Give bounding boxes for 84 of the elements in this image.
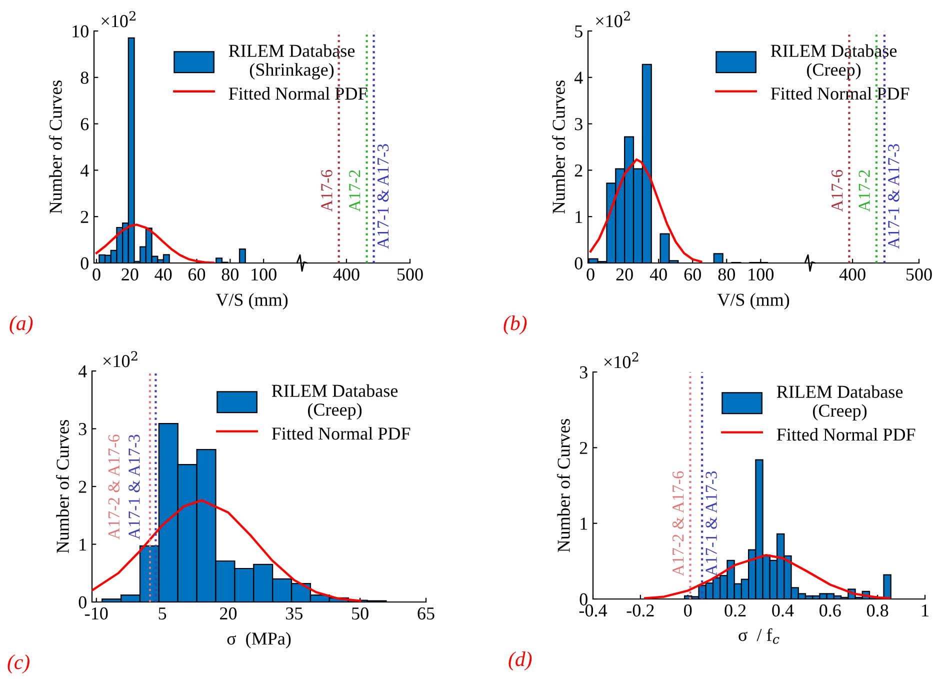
x-tick-label: 60 xyxy=(188,268,206,281)
text: (c) xyxy=(8,654,30,674)
x-tick-label: 80 xyxy=(222,268,238,281)
y-axis-title: Number of Curves xyxy=(552,80,565,214)
y-tick-label: 1 xyxy=(80,538,86,551)
x-tick-label: 1 xyxy=(922,604,928,616)
ref-line-label: A17-2 xyxy=(858,170,870,212)
x-tick-label: 20 xyxy=(220,607,237,620)
legend-label: Fitted Normal PDF xyxy=(770,86,910,100)
legend-label: RILEM Database (Creep) xyxy=(776,385,903,420)
x-axis-title: V/S (mm) xyxy=(216,293,288,310)
x-tick-label: 0 xyxy=(684,604,692,617)
x-tick-label: 35 xyxy=(286,607,302,620)
y-axis-title: Number of Curves xyxy=(56,420,69,554)
x-tick-label: 65 xyxy=(418,607,434,620)
text: (b) xyxy=(504,316,527,334)
x-tick-label: 50 xyxy=(352,607,368,620)
x-tick-label: 400 xyxy=(839,268,866,281)
ref-line-label: A17-2 & A17-6 xyxy=(672,471,684,576)
x-tick-label: 0.6 xyxy=(820,604,841,617)
y-tick-label: 5 xyxy=(575,25,582,38)
y-tick-label: 2 xyxy=(580,442,588,454)
y-tick-label: 0 xyxy=(78,596,86,608)
x-axis-title: σ / f$_{c}$ xyxy=(738,628,780,644)
text: ×10$^{2}$ xyxy=(596,11,630,28)
y-tick-label: 2 xyxy=(80,210,88,223)
x-tick-label: 40 xyxy=(154,268,172,281)
y-axis-title: Number of Curves xyxy=(557,418,570,552)
y-tick-label: 1 xyxy=(580,518,588,530)
y-axis-title: Number of Curves xyxy=(48,80,62,214)
text: ×10$^{2}$ xyxy=(102,11,136,28)
text: (a) xyxy=(10,316,33,334)
x-tick-label: 100 xyxy=(252,268,276,281)
x-tick-label: 0 xyxy=(92,268,100,281)
text: ×10$^{2}$ xyxy=(604,352,638,368)
y-tick-label: 1 xyxy=(576,210,582,223)
ref-line-label: A17-6 xyxy=(832,170,843,212)
ref-line-label: A17-1 & A17-3 xyxy=(888,144,900,249)
x-tick-label: 100 xyxy=(748,268,774,281)
y-tick-label: 0 xyxy=(80,257,88,270)
y-tick-label: 4 xyxy=(78,365,87,378)
x-tick-label: 0.8 xyxy=(866,604,888,617)
x-axis-title: V/S (mm) xyxy=(717,293,790,310)
ref-line-label: A17-1 & A17-3 xyxy=(128,434,140,540)
y-tick-label: 3 xyxy=(574,118,582,130)
y-tick-label: 3 xyxy=(580,366,588,378)
x-tick-label: 500 xyxy=(398,268,423,281)
y-tick-label: 8 xyxy=(80,72,88,84)
y-tick-label: 2 xyxy=(574,164,582,176)
ref-line-label: A17-1 & A17-3 xyxy=(706,471,717,576)
y-tick-label: 6 xyxy=(80,118,89,130)
ref-line-label: A17-2 & A17-6 xyxy=(108,434,120,540)
legend-label: Fitted Normal PDF xyxy=(272,426,410,440)
ref-line-label: A17-1 & A17-3 xyxy=(377,144,389,249)
legend-label: RILEM Database (Shrinkage) xyxy=(228,44,355,80)
x-tick-label: -10 xyxy=(85,607,108,620)
y-tick-label: 0 xyxy=(574,257,582,270)
legend-label: RILEM Database (Creep) xyxy=(272,384,398,420)
x-tick-label: 40 xyxy=(650,268,667,281)
ref-line-label: A17-2 xyxy=(349,170,360,212)
legend-label: Fitted Normal PDF xyxy=(776,428,916,441)
x-tick-label: -0.4 xyxy=(579,604,608,617)
y-tick-label: 10 xyxy=(72,25,88,38)
y-tick-label: 0 xyxy=(580,593,588,606)
legend-label: RILEM Database (Creep) xyxy=(770,44,897,80)
y-tick-label: 3 xyxy=(78,423,86,436)
x-axis-title: σ (MPa) xyxy=(227,632,291,648)
y-tick-label: 2 xyxy=(78,480,86,493)
x-tick-label: 20 xyxy=(122,268,138,281)
x-tick-label: 400 xyxy=(333,268,360,281)
text: ×10$^{2}$ xyxy=(103,351,138,368)
x-tick-label: 60 xyxy=(684,268,701,281)
x-tick-label: 0.4 xyxy=(772,604,794,617)
ref-line-label: A17-6 xyxy=(321,170,332,212)
x-tick-label: 5 xyxy=(158,608,166,620)
text: (d) xyxy=(508,652,532,670)
x-tick-label: 500 xyxy=(906,268,932,281)
y-tick-label: 4 xyxy=(80,164,89,176)
x-tick-label: 80 xyxy=(718,268,735,281)
y-tick-label: 4 xyxy=(574,72,583,84)
legend-label: Fitted Normal PDF xyxy=(228,87,368,100)
x-tick-label: 20 xyxy=(616,268,633,281)
x-tick-label: -0.2 xyxy=(626,604,654,617)
x-tick-label: 0.2 xyxy=(724,604,746,617)
